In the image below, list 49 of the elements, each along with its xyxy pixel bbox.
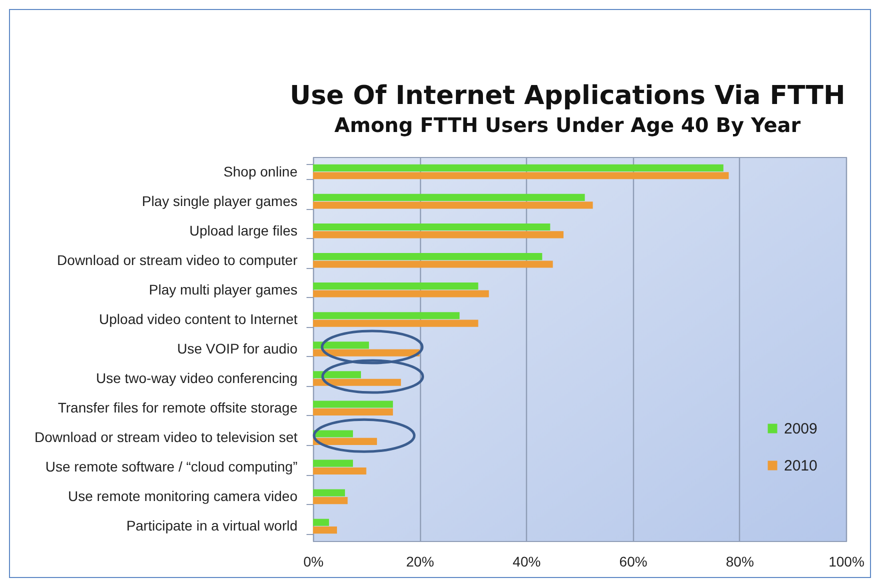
x-tick-label: 100% [828,554,864,570]
x-tick-label: 20% [406,554,434,570]
bar [313,430,353,438]
legend-label: 2009 [784,420,818,438]
y-tick-label: Use remote software / “cloud computing” [45,458,298,475]
y-tick-label: Upload large files [189,222,298,238]
legend-label: 2010 [784,458,818,474]
bar [313,164,724,172]
bar [313,320,478,327]
y-tick-label: Transfer files for remote offsite storage [58,400,298,416]
chart-subtitle: Among FTTH Users Under Age 40 By Year [334,113,801,137]
bar [313,408,393,416]
bar [313,172,729,180]
bar [313,489,345,496]
bar [313,253,542,260]
y-tick-label: Play single player games [142,192,298,209]
bar [313,349,420,356]
bar [313,312,460,320]
y-tick-label: Participate in a virtual world [126,518,298,534]
bar [313,371,361,378]
y-tick-label: Shop online [224,163,298,180]
x-tick-label: 60% [619,554,648,570]
chart-title: Use Of Internet Applications Via FTTH [290,81,846,111]
bar [313,290,489,298]
bar [313,438,377,445]
bar [313,467,366,475]
bar [313,194,585,201]
y-tick-label: Download or stream video to computer [57,252,298,268]
bar [313,497,348,504]
y-tick-label: Use two-way video conferencing [96,370,298,386]
x-tick-label: 40% [512,554,541,570]
bar [313,342,369,349]
bar [313,518,329,526]
y-tick-label: Upload video content to Internet [99,310,298,327]
x-tick-label: 0% [303,554,324,570]
bar [313,223,550,231]
bar [313,260,553,268]
bar [313,202,593,209]
y-tick-label: Download or stream video to television set [34,429,298,446]
y-tick-label: Play multi player games [148,281,298,298]
bar [313,378,401,386]
bar [313,231,564,238]
x-tick-label: 80% [726,554,754,570]
y-tick-label: Use remote monitoring camera video [68,488,298,504]
bar [313,526,337,534]
bar [313,400,393,408]
y-tick-label: Use VOIP for audio [177,340,298,356]
bar [313,460,353,467]
bar [313,282,478,290]
